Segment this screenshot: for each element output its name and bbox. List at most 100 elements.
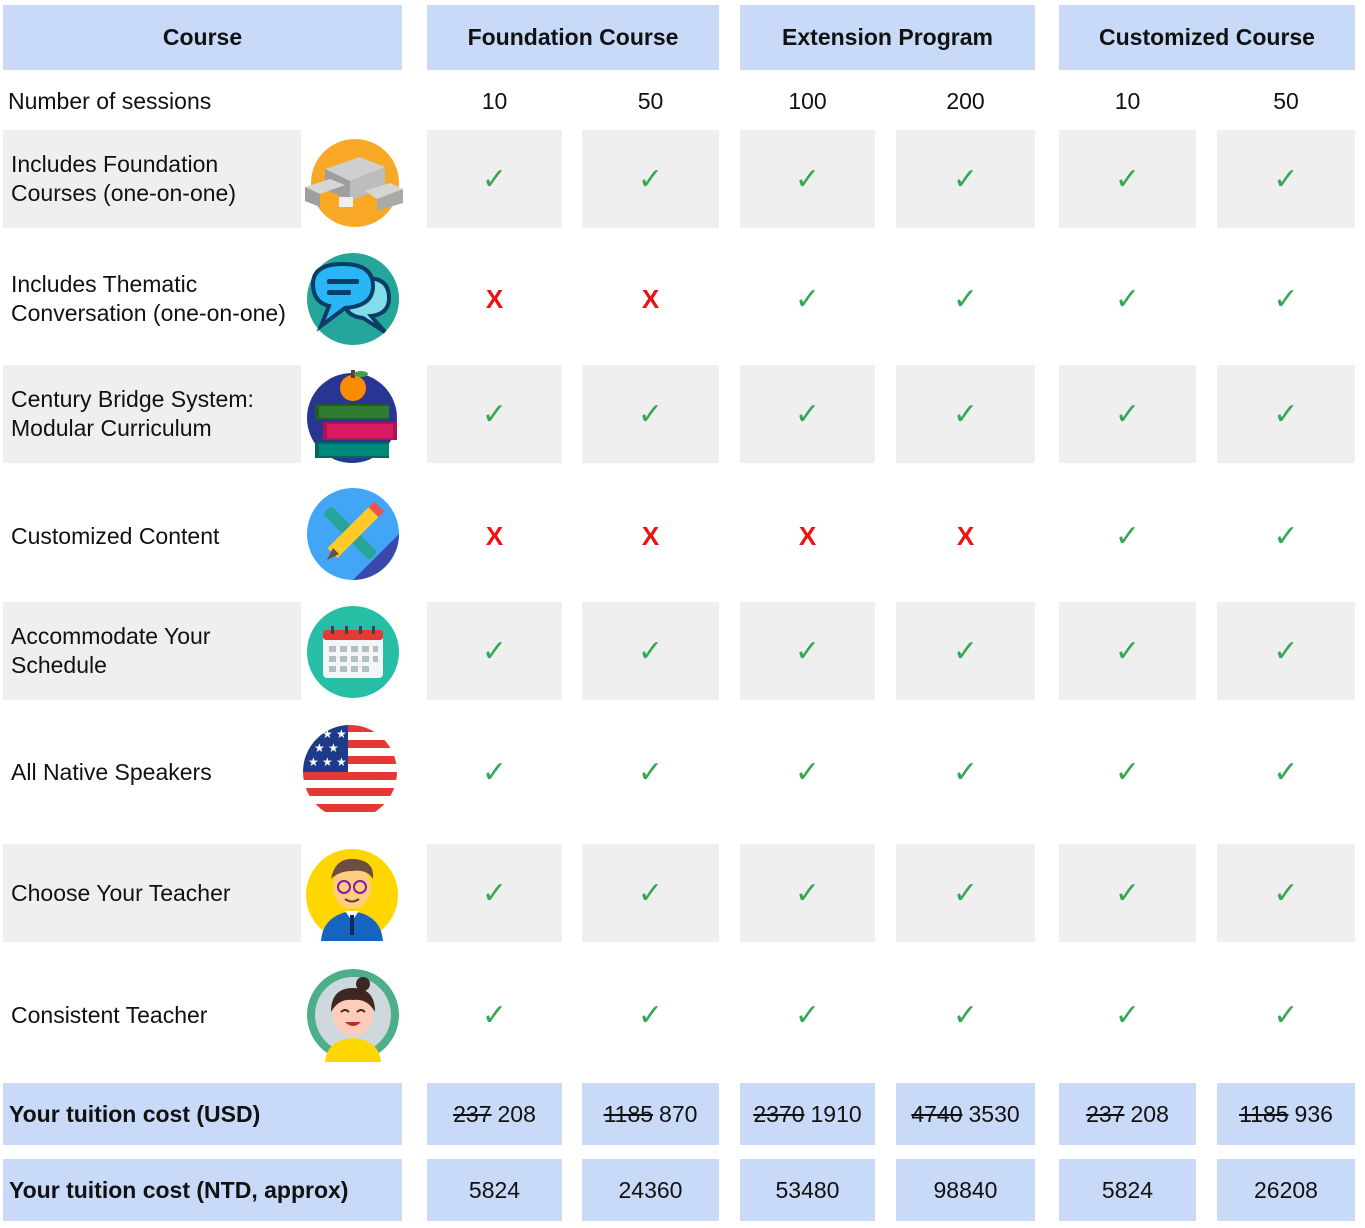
usd-cost-cell: 2370 1910	[740, 1083, 875, 1145]
ntd-cost-cell: 24360	[582, 1159, 719, 1221]
check-mark: ✓	[1273, 755, 1299, 789]
session-count: 200	[946, 87, 985, 114]
check-mark: ✓	[952, 282, 979, 316]
check-mark: ✓	[1114, 282, 1141, 316]
header-foundation-course: Foundation Course	[427, 5, 719, 70]
check-mark: ✓	[1114, 519, 1141, 553]
check-mark: ✓	[1059, 130, 1196, 228]
header-course: Course	[3, 5, 402, 70]
ntd-cost-cell: 26208	[1217, 1159, 1355, 1221]
us-flag-icon: ★ ★ ★ ★ ★ ★ ★ ★	[303, 725, 397, 819]
check-mark: ✓	[1217, 365, 1355, 463]
ntd-cost-cell: 53480	[740, 1159, 875, 1221]
cross-mark: X	[641, 520, 660, 551]
check-mark: ✓	[1273, 998, 1299, 1032]
check-mark: ✓	[582, 602, 719, 700]
original-price: 237	[453, 1100, 492, 1127]
check-mark: ✓	[582, 365, 719, 463]
svg-text:★: ★	[322, 727, 333, 741]
check-mark: ✓	[896, 130, 1035, 228]
svg-text:★: ★	[322, 755, 333, 769]
check-mark: ✓	[427, 130, 562, 228]
ntd-cost-cell: 5824	[427, 1159, 562, 1221]
discounted-price: 870	[659, 1100, 698, 1127]
svg-text:★: ★	[308, 727, 319, 741]
check-mark: ✓	[481, 755, 508, 789]
usd-cost-cell: 237 208	[427, 1083, 562, 1145]
discounted-price: 1910	[810, 1100, 862, 1127]
check-mark: ✓	[1273, 282, 1299, 316]
svg-text:★: ★	[336, 755, 347, 769]
female-teacher-icon	[307, 969, 399, 1062]
discounted-price: 936	[1294, 1100, 1333, 1127]
feature-label: Accommodate Your Schedule	[3, 602, 301, 700]
usd-cost-cell: 237 208	[1059, 1083, 1196, 1145]
svg-text:★: ★	[336, 727, 347, 741]
check-mark: ✓	[896, 365, 1035, 463]
check-mark: ✓	[637, 755, 664, 789]
books-apple-icon	[307, 370, 397, 463]
cross-mark: X	[485, 283, 504, 314]
sessions-label: Number of sessions	[8, 87, 212, 114]
check-mark: ✓	[1059, 844, 1196, 942]
ntd-cost-label: Your tuition cost (NTD, approx)	[3, 1159, 402, 1221]
check-mark: ✓	[1217, 602, 1355, 700]
check-mark: ✓	[427, 844, 562, 942]
check-mark: ✓	[794, 282, 821, 316]
cross-mark: X	[798, 520, 817, 551]
check-mark: ✓	[427, 365, 562, 463]
check-mark: ✓	[896, 602, 1035, 700]
original-price: 237	[1086, 1100, 1125, 1127]
building-blocks-icon	[305, 139, 403, 227]
feature-label: Choose Your Teacher	[3, 844, 301, 942]
svg-text:★: ★	[328, 741, 339, 755]
pencil-wrench-icon	[307, 488, 399, 580]
check-mark: ✓	[1217, 844, 1355, 942]
check-mark: ✓	[1114, 755, 1141, 789]
check-mark: ✓	[952, 998, 979, 1032]
session-count: 10	[1114, 87, 1141, 114]
check-mark: ✓	[740, 602, 875, 700]
svg-text:★: ★	[308, 755, 319, 769]
original-price: 4740	[911, 1100, 963, 1127]
calendar-icon	[307, 606, 399, 698]
session-count: 50	[637, 87, 664, 114]
feature-label: Includes Foundation Courses (one-on-one)	[3, 130, 301, 228]
discounted-price: 208	[1130, 1100, 1169, 1127]
original-price: 2370	[753, 1100, 805, 1127]
usd-cost-cell: 4740 3530	[896, 1083, 1035, 1145]
male-teacher-icon	[306, 849, 398, 941]
usd-cost-label: Your tuition cost (USD)	[3, 1083, 402, 1145]
discounted-price: 208	[497, 1100, 536, 1127]
cross-mark: X	[956, 520, 975, 551]
check-mark: ✓	[794, 755, 821, 789]
feature-label: All Native Speakers	[11, 758, 212, 785]
original-price: 1185	[1239, 1100, 1289, 1127]
check-mark: ✓	[1217, 130, 1355, 228]
usd-cost-cell: 1185 870	[582, 1083, 719, 1145]
check-mark: ✓	[637, 998, 664, 1032]
header-customized-course: Customized Course	[1059, 5, 1355, 70]
check-mark: ✓	[582, 130, 719, 228]
check-mark: ✓	[896, 844, 1035, 942]
check-mark: ✓	[1059, 365, 1196, 463]
feature-label: Consistent Teacher	[11, 1001, 208, 1028]
check-mark: ✓	[1273, 519, 1299, 553]
feature-label: Customized Content	[11, 522, 220, 549]
check-mark: ✓	[582, 844, 719, 942]
check-mark: ✓	[427, 602, 562, 700]
check-mark: ✓	[740, 365, 875, 463]
chat-bubbles-icon	[307, 253, 399, 345]
discounted-price: 3530	[968, 1100, 1020, 1127]
check-mark: ✓	[1114, 998, 1141, 1032]
check-mark: ✓	[1059, 602, 1196, 700]
session-count: 50	[1273, 87, 1299, 114]
ntd-cost-cell: 98840	[896, 1159, 1035, 1221]
ntd-cost-cell: 5824	[1059, 1159, 1196, 1221]
cross-mark: X	[485, 520, 504, 551]
session-count: 10	[481, 87, 508, 114]
svg-text:★: ★	[314, 741, 325, 755]
check-mark: ✓	[740, 130, 875, 228]
check-mark: ✓	[740, 844, 875, 942]
cross-mark: X	[641, 283, 660, 314]
